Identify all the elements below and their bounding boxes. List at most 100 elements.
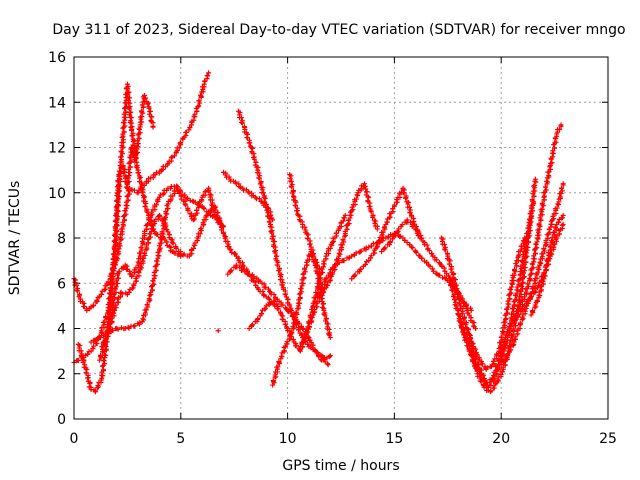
track-marker: [461, 315, 467, 321]
track-marker: [113, 236, 119, 242]
track-marker: [350, 207, 356, 213]
track-marker: [490, 373, 496, 379]
track-marker: [512, 323, 518, 329]
track-marker: [540, 251, 546, 257]
track-marker: [143, 307, 149, 313]
track-marker: [185, 208, 191, 214]
track-marker: [484, 365, 490, 371]
track-marker: [468, 342, 474, 348]
track-marker: [507, 347, 513, 353]
track-marker: [260, 288, 266, 294]
track-marker: [121, 217, 127, 223]
track-marker: [137, 130, 143, 136]
track-marker: [327, 270, 333, 276]
track-marker: [551, 216, 557, 222]
track-marker: [157, 213, 163, 219]
track-marker: [526, 239, 532, 245]
track-marker: [271, 291, 277, 297]
data-point: [182, 201, 188, 207]
track-marker: [515, 331, 521, 337]
track-marker: [321, 357, 327, 363]
data-point: [332, 262, 338, 268]
y-tick-label: 14: [48, 95, 66, 111]
track-marker: [549, 238, 555, 244]
track-marker: [116, 246, 122, 252]
track-marker: [100, 367, 106, 373]
track-marker: [538, 260, 544, 266]
track-marker: [362, 262, 368, 268]
data-point: [300, 326, 306, 331]
track-marker: [312, 298, 318, 304]
track-marker: [103, 334, 109, 340]
track-marker: [126, 106, 132, 112]
track-marker: [328, 267, 334, 273]
track-marker: [178, 140, 184, 146]
data-point: [310, 312, 316, 318]
track-marker: [381, 245, 387, 251]
data-point: [342, 212, 348, 218]
track-marker: [399, 222, 405, 228]
track-marker: [276, 268, 282, 274]
track-marker: [113, 302, 119, 308]
track-marker: [115, 326, 121, 332]
track-marker: [229, 250, 235, 256]
track-marker: [212, 207, 218, 213]
track-marker: [515, 311, 521, 317]
data-point: [374, 226, 380, 232]
track-marker: [326, 332, 332, 338]
track-marker: [257, 181, 263, 187]
x-axis-label: GPS time / hours: [282, 458, 399, 474]
data-point: [156, 194, 162, 200]
track-marker: [110, 298, 116, 304]
track-marker: [534, 297, 540, 303]
y-tick-label: 4: [57, 322, 66, 338]
track-marker: [145, 101, 151, 107]
track-marker: [323, 318, 329, 324]
track-marker: [302, 334, 308, 340]
track-marker: [102, 319, 108, 325]
track-marker: [434, 257, 440, 263]
data-point: [112, 307, 118, 313]
track-marker: [200, 220, 206, 226]
track-marker: [512, 302, 518, 308]
track-marker: [336, 260, 342, 266]
track-marker: [142, 194, 148, 200]
track-marker: [466, 332, 472, 338]
track-marker: [337, 251, 343, 257]
track-marker: [206, 188, 212, 194]
track-marker: [239, 120, 245, 126]
track-marker: [392, 230, 398, 236]
track-marker: [530, 265, 536, 271]
track-marker: [267, 215, 273, 221]
track-marker: [157, 245, 163, 251]
track-marker: [490, 358, 496, 364]
track-marker: [427, 263, 433, 269]
track-marker: [321, 311, 327, 317]
track-marker: [466, 348, 472, 354]
track-marker: [320, 301, 326, 307]
track-marker: [259, 307, 265, 313]
track-marker: [176, 145, 182, 151]
track-marker: [115, 299, 121, 305]
data-point: [215, 328, 221, 334]
track-marker: [550, 213, 556, 219]
track-marker: [292, 203, 298, 209]
data-point: [558, 122, 564, 128]
track-marker: [541, 246, 547, 252]
track-marker: [521, 274, 527, 280]
track-marker: [280, 302, 286, 308]
track-marker: [402, 195, 408, 201]
data-point: [195, 104, 201, 110]
track-marker: [159, 218, 165, 224]
track-marker: [178, 189, 184, 195]
track-marker: [190, 198, 196, 204]
track-marker: [488, 388, 494, 394]
track-marker: [529, 197, 535, 203]
track-marker: [529, 270, 535, 276]
track-marker: [170, 193, 176, 199]
track-marker: [322, 312, 328, 318]
track-marker: [519, 314, 525, 320]
data-point: [327, 353, 333, 359]
track-marker: [141, 255, 147, 261]
track-marker: [366, 204, 372, 210]
